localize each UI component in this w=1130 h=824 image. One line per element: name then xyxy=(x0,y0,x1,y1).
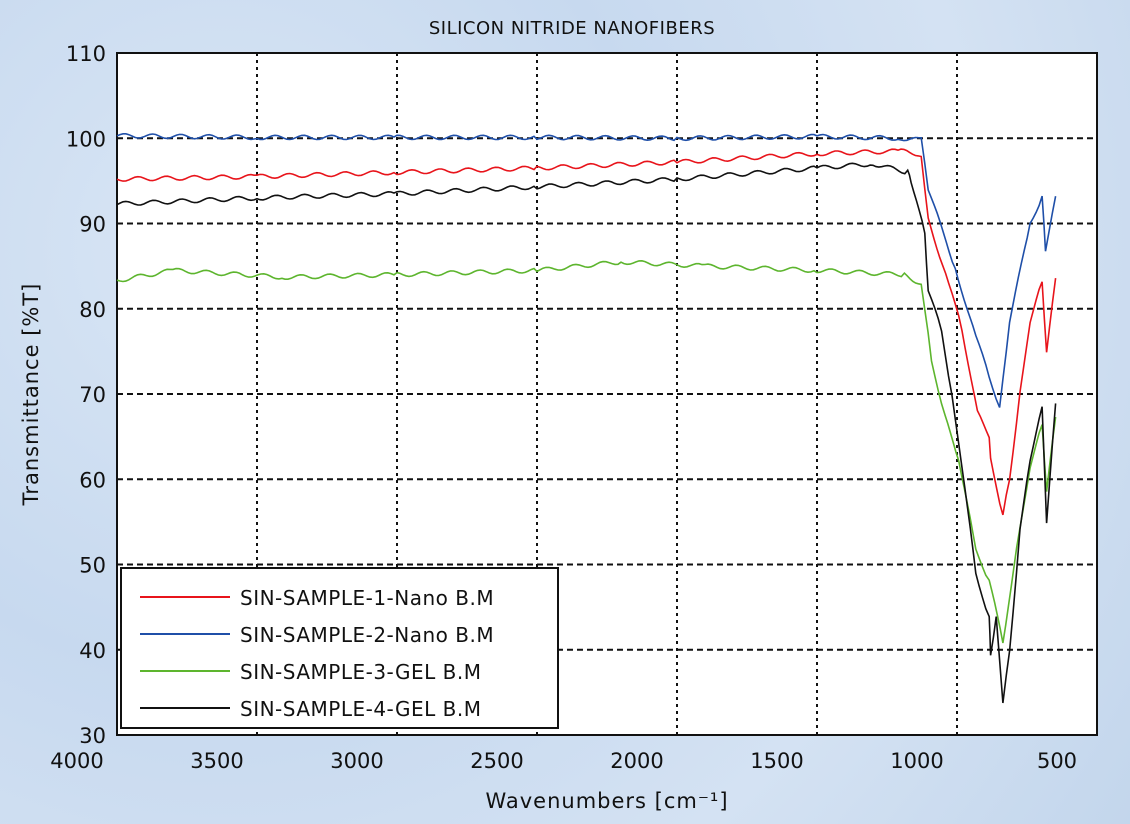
series-line-3 xyxy=(116,259,1057,644)
x-tick-label: 500 xyxy=(1037,749,1077,773)
x-tick-label: 3000 xyxy=(330,749,383,773)
chart-title: SILICON NITRIDE NANOFIBERS xyxy=(429,18,715,39)
x-tick-label: 2000 xyxy=(610,749,663,773)
legend-label-1: SIN-SAMPLE-1-Nano B.M xyxy=(240,586,494,610)
tick-labels: 4000 3500 3000 2500 2000 1500 1000 500 30 40 50 60 7… xyxy=(50,42,1077,773)
y-tick-label: 40 xyxy=(79,639,106,663)
x-tick-label: 4000 xyxy=(50,749,103,773)
series-line-4 xyxy=(116,162,1057,704)
y-axis-label: Transmittance [%T] xyxy=(19,283,43,507)
series-line-1 xyxy=(116,148,1057,516)
x-tick-label: 1500 xyxy=(750,749,803,773)
y-tick-label: 100 xyxy=(66,127,106,151)
legend-box xyxy=(120,567,559,729)
x-axis-label: Wavenumbers [cm⁻¹] xyxy=(485,789,728,813)
legend-label-4: SIN-SAMPLE-4-GEL B.M xyxy=(240,697,481,721)
x-tick-label: 2500 xyxy=(470,749,523,773)
y-tick-label: 60 xyxy=(79,468,106,492)
y-tick-label: 110 xyxy=(66,42,106,66)
legend-label-2: SIN-SAMPLE-2-Nano B.M xyxy=(240,623,494,647)
y-tick-label: 90 xyxy=(79,213,106,237)
x-tick-label: 3500 xyxy=(190,749,243,773)
series-line-2 xyxy=(116,133,1057,408)
x-tick-label: 1000 xyxy=(890,749,943,773)
y-tick-label: 50 xyxy=(79,554,106,578)
y-tick-label: 30 xyxy=(79,724,106,748)
y-tick-label: 70 xyxy=(79,383,106,407)
y-tick-label: 80 xyxy=(79,298,106,322)
legend: SIN-SAMPLE-1-Nano B.M SIN-SAMPLE-2-Nano B… xyxy=(120,567,559,729)
legend-label-3: SIN-SAMPLE-3-GEL B.M xyxy=(240,660,481,684)
series-lines xyxy=(116,133,1057,704)
